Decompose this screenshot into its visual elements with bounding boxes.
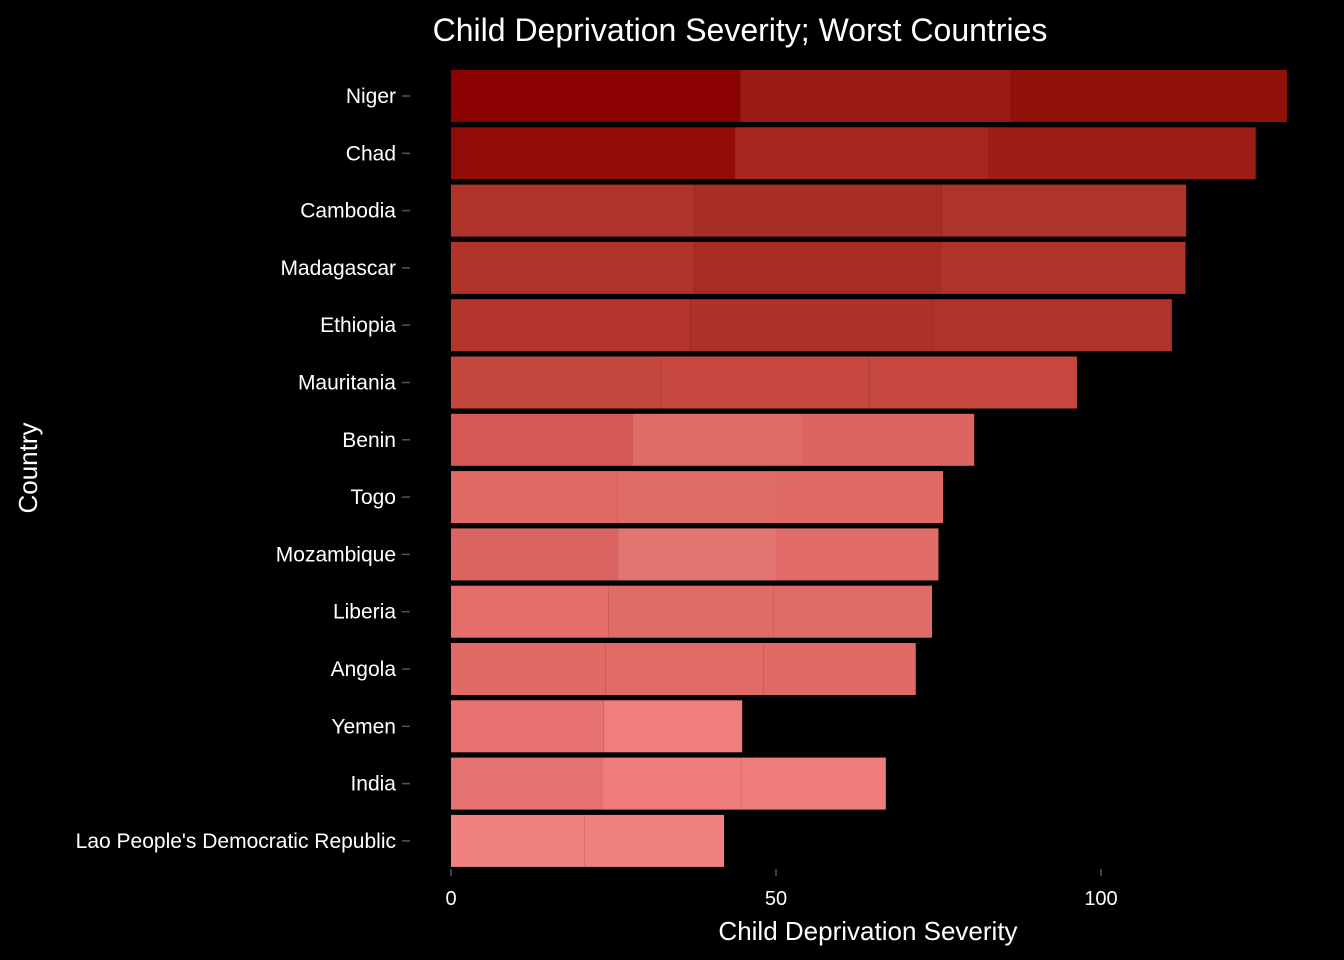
bar-segment xyxy=(776,528,939,581)
x-axis-title: Child Deprivation Severity xyxy=(718,916,1017,946)
bar-segment xyxy=(584,814,724,867)
bar-segment xyxy=(602,757,741,810)
category-label: Liberia xyxy=(333,601,396,624)
category-label: Angola xyxy=(331,658,397,681)
bar-segment xyxy=(451,643,606,695)
chart-title: Child Deprivation Severity; Worst Countr… xyxy=(433,12,1048,48)
bar-segment xyxy=(740,70,1010,122)
y-axis-title: Country xyxy=(13,422,43,513)
category-label: Benin xyxy=(342,429,396,452)
category-label: India xyxy=(350,773,396,796)
bar-segment xyxy=(617,471,778,524)
category-label: Lao People's Democratic Republic xyxy=(76,830,396,853)
bar-segment xyxy=(868,356,1077,409)
bar-segment xyxy=(451,299,691,352)
bar-segment xyxy=(451,700,604,753)
bar-segment xyxy=(451,70,741,122)
bar-segment xyxy=(735,127,989,180)
bar-segment xyxy=(451,241,694,294)
category-label: Yemen xyxy=(331,715,396,738)
x-axis: 0 50 100 xyxy=(402,95,1118,910)
bar-segment xyxy=(603,700,743,753)
bar-segment xyxy=(1010,70,1287,122)
bar-segment xyxy=(988,127,1256,180)
bar-segment xyxy=(763,643,916,695)
bar-segment xyxy=(618,528,776,581)
bar-segment xyxy=(661,356,869,409)
bar-segment xyxy=(941,241,1186,294)
bar-segment xyxy=(608,585,774,638)
bar-segment xyxy=(693,241,942,294)
bar-segment xyxy=(451,757,603,810)
bar-segment xyxy=(802,413,975,466)
x-tick-label: 0 xyxy=(445,888,456,910)
bar-segment xyxy=(451,184,695,237)
bar-segment xyxy=(605,643,764,695)
category-label: Mozambique xyxy=(276,543,396,566)
bar-segment xyxy=(451,413,633,466)
bar-segment xyxy=(451,814,585,867)
bar-segment xyxy=(777,471,944,524)
bar-segment xyxy=(740,757,886,810)
x-tick-label: 100 xyxy=(1084,888,1117,910)
bar-segment xyxy=(941,184,1187,237)
bar-segment xyxy=(932,299,1172,352)
bar-segment xyxy=(451,528,619,581)
category-labels: Niger Chad Cambodia Madagascar Ethiopia Mauri… xyxy=(76,85,397,853)
bar-segment xyxy=(451,356,662,409)
bar-segment xyxy=(451,127,736,180)
bar-segment xyxy=(451,585,609,638)
category-label: Madagascar xyxy=(280,257,396,280)
bar-segment xyxy=(451,471,618,524)
x-tick-label: 50 xyxy=(765,888,787,910)
category-label: Cambodia xyxy=(300,200,396,223)
category-label: Ethiopia xyxy=(320,314,396,337)
category-label: Chad xyxy=(346,142,396,165)
bar-segment xyxy=(773,585,932,638)
category-label: Togo xyxy=(350,486,396,509)
category-label: Niger xyxy=(346,85,396,108)
bar-segment xyxy=(633,413,802,466)
bar-segment xyxy=(694,184,942,237)
category-label: Mauritania xyxy=(298,372,396,395)
bars xyxy=(451,70,1287,867)
bar-segment xyxy=(690,299,933,352)
